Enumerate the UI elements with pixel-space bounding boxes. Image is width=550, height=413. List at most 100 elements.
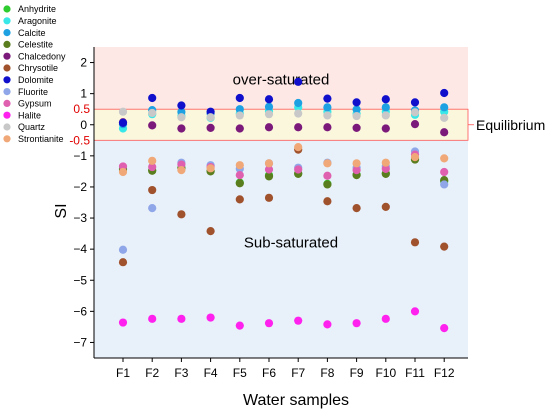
data-point (381, 314, 390, 323)
data-point (352, 166, 361, 175)
legend-marker (3, 135, 11, 143)
data-point (323, 320, 332, 329)
data-point (440, 154, 449, 163)
data-point (440, 324, 449, 333)
data-point (294, 77, 303, 86)
data-point (118, 167, 128, 177)
data-point (206, 164, 215, 173)
axes: 2 1 0 −1 −2 −3 −4 −5 −6 −7 F1 F2 F3 F4 F5 F6 F7 F8 F9 F10 F1… (73, 47, 468, 380)
data-point (381, 103, 390, 112)
data-points (118, 77, 449, 333)
data-point (323, 94, 332, 103)
x-tick-label: F1 (116, 366, 130, 380)
data-point (410, 152, 420, 162)
data-point (352, 123, 361, 132)
data-point (148, 93, 157, 103)
y-tick-label: −5 (73, 273, 87, 287)
legend-label: Halite (18, 110, 41, 120)
over-saturated-region (94, 47, 468, 110)
data-point (148, 162, 157, 172)
data-point (264, 110, 274, 119)
legend-label: Anhydrite (18, 4, 56, 14)
upper-threshold-label: 0.5 (73, 102, 90, 116)
x-tick-label: F7 (291, 366, 305, 380)
data-point (294, 316, 303, 325)
data-point (235, 161, 244, 170)
data-point (410, 108, 420, 117)
data-point (177, 124, 186, 133)
data-point (264, 123, 274, 132)
data-point (264, 319, 274, 328)
legend-marker (3, 76, 11, 84)
data-point (177, 113, 186, 122)
lower-threshold-label: -0.5 (69, 133, 90, 147)
data-point (294, 98, 303, 108)
y-tick-label: −1 (73, 149, 87, 163)
data-point (206, 313, 215, 322)
legend-label: Quartz (18, 122, 46, 132)
y-tick-label: −7 (73, 335, 87, 349)
legend-label: Strontianite (18, 134, 64, 144)
data-point (323, 171, 332, 180)
x-tick-label: F4 (204, 366, 218, 380)
x-tick-label: F12 (434, 366, 455, 380)
data-point (352, 159, 361, 168)
data-point (118, 318, 128, 327)
series-quartz (118, 107, 449, 123)
legend-marker (3, 40, 11, 49)
legend-label: Calcite (18, 28, 46, 38)
data-point (235, 195, 244, 204)
data-point (118, 107, 128, 116)
legend: Anhydrite Aragonite Calcite CelestiteChalce… (3, 4, 66, 144)
data-point (294, 143, 303, 152)
region-labels: over-saturated Sub-saturated Equilibrium (233, 71, 546, 251)
data-point (352, 203, 361, 213)
sub-saturated-region (94, 140, 468, 358)
data-point (410, 307, 420, 316)
legend-label: Celestite (18, 40, 53, 50)
data-point (235, 105, 244, 114)
legend-marker (3, 52, 11, 60)
data-point (148, 108, 157, 118)
data-point (352, 98, 361, 107)
legend-marker (3, 123, 11, 131)
x-tick-label: F5 (233, 366, 247, 380)
legend-marker (3, 5, 11, 13)
y-tick-label: −6 (73, 304, 87, 318)
y-tick-label: −3 (73, 211, 87, 225)
data-point (264, 102, 274, 111)
saturation-regions (94, 47, 468, 358)
sub-saturated-label: Sub-saturated (244, 235, 338, 252)
data-point (352, 111, 361, 121)
data-point (235, 321, 244, 330)
legend-label: Gypsum (18, 99, 52, 109)
data-point (264, 159, 274, 168)
legend-marker (3, 99, 11, 107)
data-point (177, 314, 186, 323)
legend-label: Fluorite (18, 87, 48, 97)
data-point (381, 164, 390, 174)
legend-marker (3, 111, 11, 119)
data-point (323, 111, 332, 120)
x-tick-label: F3 (174, 366, 188, 380)
data-point (440, 167, 449, 177)
data-point (118, 245, 128, 254)
data-point (440, 128, 449, 137)
data-point (440, 242, 449, 251)
legend-marker (3, 64, 11, 72)
data-point (264, 172, 274, 181)
data-point (294, 123, 303, 132)
data-point (264, 193, 274, 202)
series-dolomite (118, 77, 449, 127)
series-strontianite (118, 143, 449, 177)
data-point (323, 180, 332, 189)
data-point (206, 123, 215, 132)
data-point (294, 165, 303, 174)
data-point (148, 185, 157, 195)
data-point (148, 314, 157, 323)
legend-marker (3, 88, 11, 96)
data-point (148, 156, 157, 165)
data-point (206, 227, 215, 236)
data-point (206, 113, 215, 122)
x-tick-label: F2 (145, 366, 159, 380)
